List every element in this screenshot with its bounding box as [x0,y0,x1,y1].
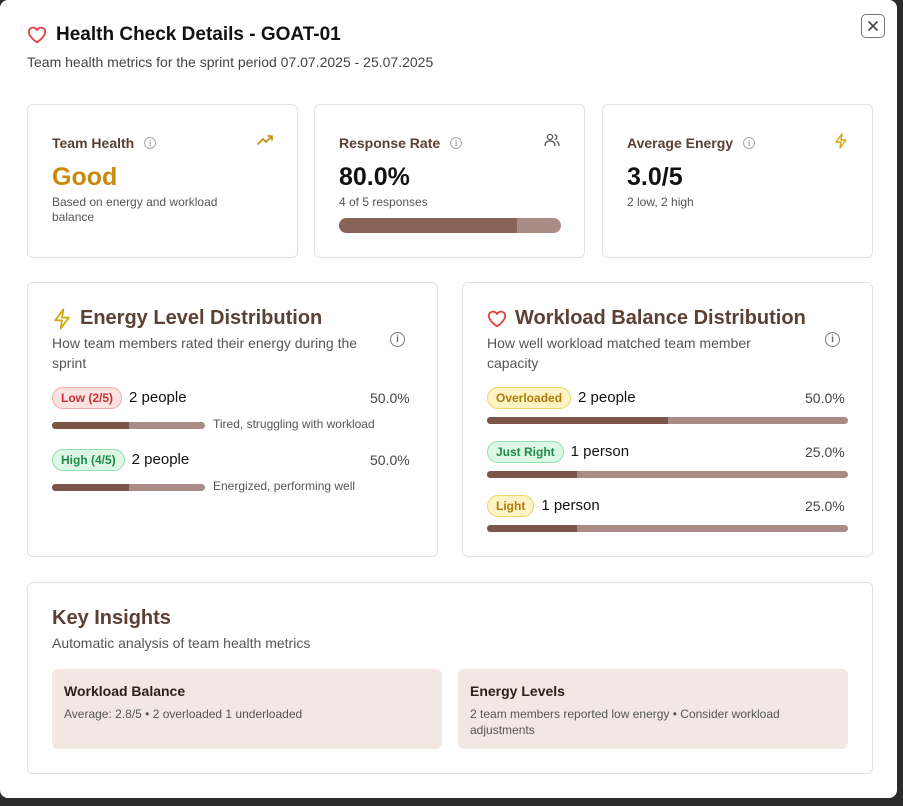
heart-icon [487,310,507,327]
lightning-icon [835,133,847,149]
workload-row-overloaded: Overloaded 2 people [487,387,636,409]
response-rate-progress [339,218,561,233]
workload-overloaded-percent: 50.0% [805,390,845,406]
workload-just-right-bar-fill [487,471,578,478]
workload-distribution-subtitle: How well workload matched team member ca… [487,335,751,371]
energy-high-people: 2 people [131,451,190,468]
energy-row-high: High (4/5) 2 people [52,449,189,471]
energy-low-percent: 50.0% [370,390,410,406]
close-icon [868,21,878,31]
workload-row-light: Light 1 person [487,495,600,517]
info-icon[interactable]: i [390,332,405,347]
insight-title: Energy Levels [470,683,565,699]
team-health-card: Team Health i Good Based on energy and w… [27,104,298,258]
workload-just-right-people: 1 person [570,443,630,460]
response-rate-desc: 4 of 5 responses [339,195,428,209]
response-rate-value: 80.0% [339,163,410,191]
insight-title: Workload Balance [64,683,186,699]
workload-distribution-card: Workload Balance Distribution How well w… [462,282,873,557]
modal-title: Health Check Details - GOAT-01 [56,24,341,45]
trending-up-icon [257,135,273,145]
insight-energy-levels: Energy Levels 2 team members reported lo… [458,669,848,749]
energy-high-percent: 50.0% [370,452,410,468]
modal-header: Health Check Details - GOAT-01 [27,24,341,46]
workload-just-right-percent: 25.0% [805,444,845,460]
workload-distribution-title: Workload Balance Distribution [515,307,806,329]
info-icon[interactable]: i [450,137,463,149]
workload-row-just-right: Just Right 1 person [487,441,629,463]
energy-low-badge: Low (2/5) [52,387,123,409]
average-energy-card: Average Energy i 3.0/5 2 low, 2 high [602,104,873,258]
energy-row-low: Low (2/5) 2 people [52,387,187,409]
info-icon[interactable]: i [825,332,840,347]
team-health-desc: Based on energy and workload balance [52,195,218,224]
users-icon [544,133,560,147]
response-rate-progress-fill [339,218,517,233]
info-icon[interactable]: i [144,137,157,149]
key-insights-card: Key Insights Automatic analysis of team … [27,582,873,774]
team-health-value: Good [52,163,118,191]
average-energy-desc: 2 low, 2 high [627,195,694,209]
insight-workload-balance: Workload Balance Average: 2.8/5 • 2 over… [52,669,442,749]
info-icon[interactable]: i [743,137,756,149]
energy-high-badge: High (4/5) [52,449,125,471]
energy-distribution-card: Energy Level Distribution How team membe… [27,282,438,557]
workload-light-badge: Light [487,495,535,517]
energy-high-bar [52,484,205,491]
workload-overloaded-bar [487,417,848,424]
energy-distribution-title: Energy Level Distribution [80,307,323,329]
energy-distribution-subtitle: How team members rated their energy duri… [52,335,358,371]
insight-text: 2 team members reported low energy • Con… [470,707,780,737]
energy-low-bar [52,422,205,429]
insight-text: Average: 2.8/5 • 2 overloaded 1 underloa… [64,707,303,721]
workload-just-right-bar [487,471,848,478]
energy-high-note: Energized, performing well [213,479,356,493]
workload-light-people: 1 person [541,497,600,514]
energy-low-people: 2 people [129,389,187,406]
response-rate-card: Response Rate i 80.0% 4 of 5 responses [314,104,585,258]
workload-light-bar-fill [487,525,578,532]
workload-just-right-badge: Just Right [487,441,564,463]
workload-overloaded-badge: Overloaded [487,387,572,409]
energy-low-bar-fill [52,422,129,429]
heart-icon [27,26,47,44]
lightning-icon [54,307,70,330]
average-energy-label: Average Energy [627,135,734,151]
key-insights-subtitle: Automatic analysis of team health metric… [52,635,311,651]
workload-overloaded-bar-fill [487,417,668,424]
workload-light-bar [487,525,848,532]
key-insights-title: Key Insights [52,607,171,629]
energy-low-note: Tired, struggling with workload [213,417,375,431]
workload-overloaded-people: 2 people [578,389,636,406]
energy-high-bar-fill [52,484,129,491]
response-rate-label: Response Rate [339,135,441,151]
average-energy-value: 3.0/5 [627,163,683,191]
modal-subtitle: Team health metrics for the sprint perio… [27,54,434,70]
team-health-label: Team Health [52,135,135,151]
close-button[interactable] [861,14,885,38]
workload-light-percent: 25.0% [805,498,845,514]
